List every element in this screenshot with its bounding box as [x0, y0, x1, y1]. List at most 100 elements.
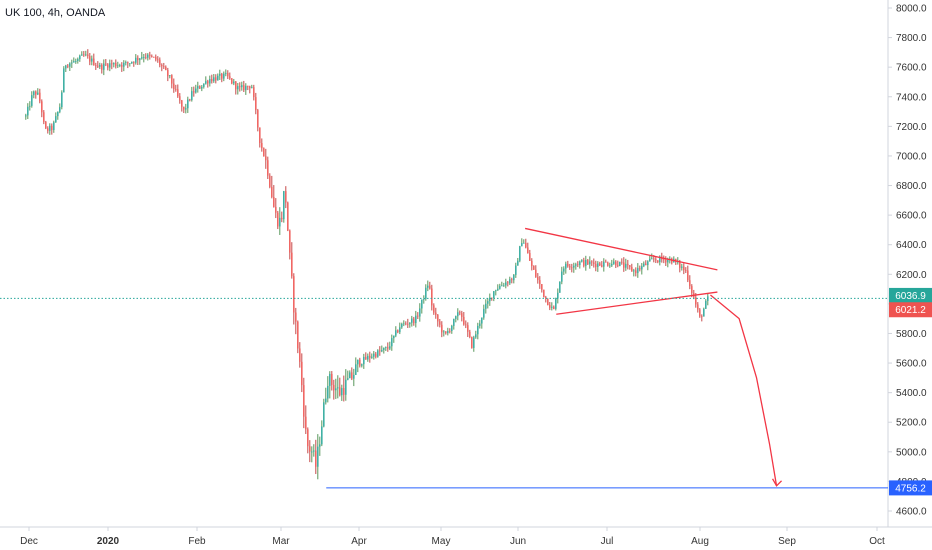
candle-body — [187, 99, 189, 109]
price-badge — [889, 480, 932, 496]
candle-body — [315, 450, 317, 467]
candle-body — [507, 282, 509, 284]
candle-body — [253, 87, 255, 98]
candle-body — [243, 85, 245, 91]
candle-body — [343, 388, 345, 395]
time-tick-label: Aug — [691, 536, 709, 547]
candle-body — [83, 54, 85, 56]
candle-body — [477, 325, 479, 335]
candle-body — [61, 92, 63, 108]
candle-body — [173, 83, 175, 90]
candle-body — [27, 106, 29, 116]
candle-body — [543, 289, 545, 298]
candle-body — [501, 285, 503, 287]
candle-body — [613, 261, 615, 264]
candle-body — [325, 398, 327, 403]
candle-body — [149, 54, 151, 56]
candle-body — [321, 426, 323, 445]
candle-body — [427, 285, 429, 288]
candle-body — [533, 265, 535, 270]
candle-body — [167, 70, 169, 77]
candle-body — [397, 330, 399, 333]
candle-body — [137, 57, 139, 61]
candle-body — [189, 99, 191, 101]
candle-body — [293, 276, 295, 313]
candle-body — [155, 56, 157, 60]
candle-body — [225, 73, 227, 74]
candle-body — [129, 63, 131, 65]
candle-body — [227, 73, 229, 77]
candle-body — [95, 65, 97, 67]
candle-body — [59, 107, 61, 112]
candle-body — [51, 125, 53, 130]
candle-body — [431, 288, 433, 306]
candle-body — [505, 282, 507, 286]
projection-arrow[interactable] — [710, 294, 778, 486]
candle-body — [699, 309, 701, 317]
time-tick-label: Apr — [351, 536, 367, 547]
candle-body — [37, 92, 39, 95]
candle-body — [157, 59, 159, 61]
candle-body — [617, 265, 619, 267]
candle-body — [333, 384, 335, 391]
candle-body — [407, 323, 409, 325]
candle-body — [349, 372, 351, 379]
candle-body — [171, 75, 173, 84]
candle-body — [625, 263, 627, 268]
candle-body — [357, 359, 359, 365]
candle-body — [125, 62, 127, 64]
candle-body — [223, 73, 225, 79]
candle-body — [185, 108, 187, 110]
candle-body — [511, 279, 513, 281]
candle-body — [681, 266, 683, 268]
candle-body — [573, 265, 575, 268]
candle-body — [687, 270, 689, 281]
candle-body — [607, 262, 609, 266]
candle-body — [55, 116, 57, 123]
candle-body — [615, 261, 617, 266]
candle-body — [515, 265, 517, 275]
candle-body — [497, 288, 499, 291]
candle-body — [475, 334, 477, 338]
candle-body — [175, 89, 177, 90]
candle-body — [513, 274, 515, 281]
candle-body — [403, 323, 405, 325]
candle-body — [453, 318, 455, 326]
candle-body — [597, 263, 599, 267]
candle-body — [623, 262, 625, 268]
candle-body — [367, 355, 369, 360]
candle-body — [291, 252, 293, 277]
candle-body — [195, 88, 197, 93]
candle-body — [331, 373, 333, 385]
candle-body — [705, 300, 707, 309]
candle-body — [467, 325, 469, 332]
candle-body — [633, 270, 635, 272]
candle-body — [447, 331, 449, 334]
candle-body — [269, 175, 271, 187]
candle-body — [219, 73, 221, 76]
candle-body — [67, 65, 69, 67]
price-tick-label: 5000.0 — [896, 447, 927, 458]
candle-body — [57, 111, 59, 117]
candle-body — [517, 260, 519, 266]
candle-body — [509, 279, 511, 284]
triangle-upper-trendline[interactable] — [524, 227, 718, 271]
price-tick-label: 6600.0 — [896, 211, 927, 222]
candle-body — [231, 78, 233, 84]
candle-body — [629, 265, 631, 268]
candle-body — [377, 350, 379, 357]
candle-body — [197, 86, 199, 89]
candle-body — [271, 186, 273, 197]
candle-body — [381, 350, 383, 352]
candle-body — [473, 337, 475, 348]
candle-body — [655, 259, 657, 261]
candle-body — [337, 387, 339, 389]
triangle-lower-trendline[interactable] — [556, 291, 718, 315]
candle-body — [695, 297, 697, 305]
candle-body — [267, 160, 269, 176]
candle-body — [567, 263, 569, 267]
candle-body — [423, 298, 425, 300]
candle-body — [679, 261, 681, 268]
candle-body — [565, 263, 567, 269]
